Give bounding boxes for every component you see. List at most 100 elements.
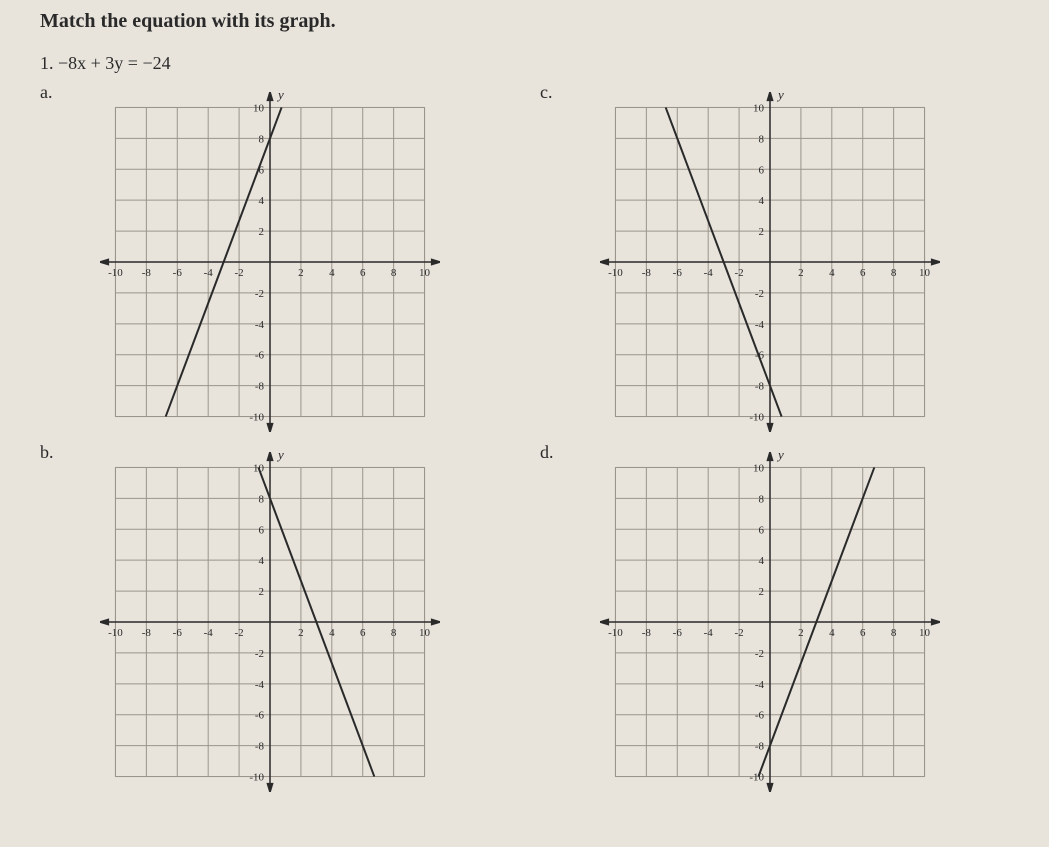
svg-text:-2: -2 (235, 267, 244, 279)
svg-text:-6: -6 (673, 267, 683, 279)
equation-text: −8x + 3y = −24 (58, 53, 171, 73)
svg-text:6: 6 (759, 524, 765, 536)
option-d-graph: -10-10-8-8-6-6-4-4-2-2224466881010xy (600, 452, 1000, 792)
svg-text:4: 4 (329, 627, 335, 639)
svg-text:-2: -2 (755, 288, 764, 300)
svg-text:4: 4 (829, 627, 835, 639)
option-a: a. -10-10-8-8-6-6-4-4-2-2224466881010xy (40, 82, 500, 432)
svg-text:-2: -2 (255, 648, 264, 660)
svg-text:-4: -4 (704, 627, 714, 639)
svg-text:-4: -4 (255, 679, 265, 691)
graph-a: -10-10-8-8-6-6-4-4-2-2224466881010xy (100, 92, 440, 432)
svg-text:-8: -8 (142, 627, 152, 639)
svg-text:8: 8 (391, 627, 397, 639)
svg-text:-6: -6 (673, 627, 683, 639)
svg-text:-10: -10 (749, 772, 764, 784)
svg-text:-6: -6 (173, 627, 183, 639)
option-d: d. -10-10-8-8-6-6-4-4-2-2224466881010xy (540, 442, 1000, 792)
svg-text:-10: -10 (608, 267, 623, 279)
svg-text:-4: -4 (755, 319, 765, 331)
svg-text:-10: -10 (608, 627, 623, 639)
graph-d: -10-10-8-8-6-6-4-4-2-2224466881010xy (600, 452, 940, 792)
svg-text:8: 8 (259, 493, 265, 505)
svg-text:2: 2 (259, 586, 265, 598)
svg-text:-2: -2 (235, 627, 244, 639)
svg-text:4: 4 (759, 195, 765, 207)
svg-text:-4: -4 (755, 679, 765, 691)
svg-text:-2: -2 (755, 648, 764, 660)
svg-text:4: 4 (259, 555, 265, 567)
svg-text:4: 4 (329, 267, 335, 279)
svg-text:10: 10 (919, 627, 931, 639)
graph-b: -10-10-8-8-6-6-4-4-2-2224466881010xy (100, 452, 440, 792)
svg-text:2: 2 (759, 226, 765, 238)
option-b: b. -10-10-8-8-6-6-4-4-2-2224466881010xy (40, 442, 500, 792)
svg-text:8: 8 (391, 267, 397, 279)
svg-text:-4: -4 (204, 267, 214, 279)
page-title: Match the equation with its graph. (40, 10, 1009, 33)
option-a-graph: -10-10-8-8-6-6-4-4-2-2224466881010xy (100, 92, 500, 432)
svg-text:-8: -8 (755, 741, 765, 753)
svg-text:4: 4 (259, 195, 265, 207)
svg-text:6: 6 (360, 267, 366, 279)
svg-text:-8: -8 (642, 267, 652, 279)
svg-text:2: 2 (298, 267, 304, 279)
svg-text:2: 2 (798, 627, 804, 639)
option-c-label: c. (540, 82, 553, 103)
svg-text:-6: -6 (255, 350, 265, 362)
svg-text:6: 6 (259, 524, 265, 536)
svg-text:-10: -10 (249, 772, 264, 784)
svg-text:4: 4 (759, 555, 765, 567)
svg-text:8: 8 (891, 267, 897, 279)
svg-text:2: 2 (798, 267, 804, 279)
svg-text:-8: -8 (255, 381, 265, 393)
option-a-label: a. (40, 82, 53, 103)
option-b-graph: -10-10-8-8-6-6-4-4-2-2224466881010xy (100, 452, 500, 792)
svg-text:-4: -4 (204, 627, 214, 639)
svg-text:-8: -8 (255, 741, 265, 753)
svg-text:6: 6 (860, 627, 866, 639)
svg-text:-10: -10 (108, 627, 123, 639)
svg-text:-10: -10 (249, 412, 264, 424)
svg-text:-2: -2 (735, 627, 744, 639)
option-c-graph: -10-10-8-8-6-6-4-4-2-2224466881010xy (600, 92, 1000, 432)
svg-text:-6: -6 (755, 710, 765, 722)
svg-text:2: 2 (259, 226, 265, 238)
svg-text:4: 4 (829, 267, 835, 279)
svg-text:-6: -6 (255, 710, 265, 722)
svg-text:10: 10 (253, 102, 265, 114)
problem-number: 1. (40, 53, 54, 73)
svg-text:-2: -2 (255, 288, 264, 300)
option-d-label: d. (540, 442, 554, 463)
svg-text:-4: -4 (704, 267, 714, 279)
problem-equation: 1. −8x + 3y = −24 (40, 53, 1009, 74)
svg-text:-10: -10 (749, 412, 764, 424)
svg-text:-4: -4 (255, 319, 265, 331)
svg-text:6: 6 (860, 267, 866, 279)
svg-text:-6: -6 (173, 267, 183, 279)
svg-text:10: 10 (753, 462, 765, 474)
svg-text:-8: -8 (142, 267, 152, 279)
option-c: c. -10-10-8-8-6-6-4-4-2-2224466881010xy (540, 82, 1000, 432)
svg-text:6: 6 (759, 164, 765, 176)
svg-text:-8: -8 (642, 627, 652, 639)
svg-text:2: 2 (298, 627, 304, 639)
svg-text:10: 10 (419, 267, 431, 279)
svg-text:y: y (776, 452, 784, 462)
option-b-label: b. (40, 442, 54, 463)
svg-text:y: y (276, 92, 284, 102)
svg-text:y: y (276, 452, 284, 462)
svg-text:8: 8 (759, 133, 765, 145)
svg-text:8: 8 (759, 493, 765, 505)
svg-text:10: 10 (753, 102, 765, 114)
svg-text:y: y (776, 92, 784, 102)
graph-c: -10-10-8-8-6-6-4-4-2-2224466881010xy (600, 92, 940, 432)
svg-text:-8: -8 (755, 381, 765, 393)
svg-text:8: 8 (891, 627, 897, 639)
options-grid: a. -10-10-8-8-6-6-4-4-2-2224466881010xy … (40, 82, 1000, 792)
svg-text:-2: -2 (735, 267, 744, 279)
svg-text:10: 10 (919, 267, 931, 279)
svg-text:2: 2 (759, 586, 765, 598)
svg-text:8: 8 (259, 133, 265, 145)
svg-text:6: 6 (360, 627, 366, 639)
